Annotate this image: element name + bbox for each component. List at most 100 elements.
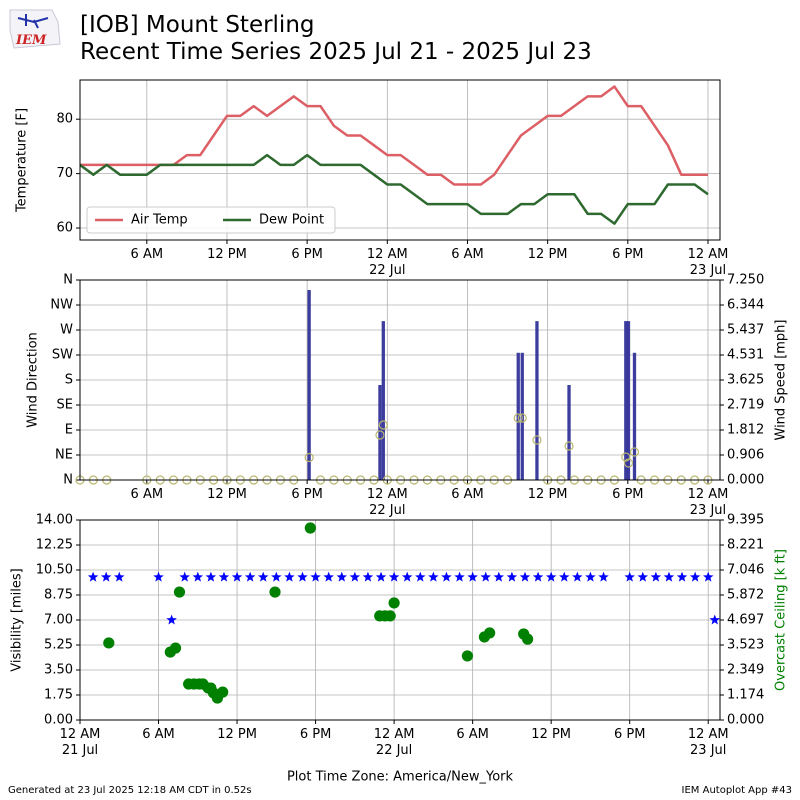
- y-tick-label: 1.75: [44, 688, 73, 703]
- x-tick-label: 12 PM: [207, 247, 247, 262]
- star-point: [480, 571, 491, 582]
- y-tick-label: 7.00: [44, 613, 73, 628]
- point: [623, 458, 634, 468]
- plot-frame: [79, 279, 721, 481]
- y-tick-label: N: [63, 273, 73, 288]
- x-tick-label: 6 AM: [131, 487, 164, 502]
- y-tick-label: 80: [56, 112, 73, 127]
- point: [484, 627, 496, 639]
- y2-axis-label: Overcast Ceiling [k ft]: [774, 549, 789, 691]
- star-point: [545, 571, 557, 582]
- y-tick-label: 0.00: [44, 713, 73, 728]
- point: [173, 586, 186, 598]
- y-tick-label: 14.00: [36, 513, 73, 528]
- y2-tick-label: 4.531: [727, 348, 764, 363]
- star-point: [663, 571, 675, 582]
- x-tick-label: 12 PM: [207, 487, 247, 502]
- star-point: [519, 571, 531, 582]
- y2-tick-label: 9.395: [727, 513, 764, 528]
- point: [217, 686, 229, 698]
- star-point: [585, 571, 596, 582]
- footer-right: IEM Autoplot App #43: [682, 785, 792, 796]
- star-point: [702, 571, 714, 582]
- star-point: [297, 571, 308, 582]
- y2-tick-label: 0.906: [727, 448, 764, 463]
- bar: [626, 321, 631, 480]
- star-point: [192, 571, 204, 582]
- y2-tick-label: 0.000: [727, 713, 764, 728]
- star-point: [349, 571, 361, 582]
- x-tick-label: 12 AM 22 Jul: [367, 487, 408, 518]
- bar: [381, 321, 385, 480]
- y-tick-label: S: [65, 373, 73, 388]
- star-point: [454, 571, 465, 582]
- point: [388, 597, 400, 609]
- y2-tick-label: 3.523: [727, 638, 764, 653]
- y-tick-label: 5.25: [44, 638, 73, 653]
- y-tick-label: N: [63, 473, 73, 488]
- plot-frame: [79, 79, 721, 241]
- star-point: [559, 571, 570, 582]
- bar: [624, 321, 628, 480]
- x-tick-label: 6 AM: [142, 727, 175, 742]
- x-tick-label: 6 PM: [614, 727, 645, 742]
- star-point: [271, 571, 282, 582]
- x-tick-label: 6 AM: [456, 727, 489, 742]
- star-point: [467, 571, 478, 582]
- star-point: [428, 571, 439, 582]
- x-tick-label: 6 PM: [300, 727, 331, 742]
- line-series: [80, 85, 708, 186]
- point: [375, 430, 385, 440]
- y-tick-label: SW: [52, 348, 73, 363]
- star-point: [205, 571, 217, 582]
- y-axis-label: Temperature [F]: [15, 108, 30, 213]
- y-axis-label: Visibility [miles]: [10, 568, 25, 671]
- star-point: [637, 571, 649, 582]
- star-point: [284, 571, 295, 582]
- y-tick-label: 10.50: [36, 563, 73, 578]
- y-tick-label: 3.50: [44, 663, 73, 678]
- star-point: [415, 571, 426, 582]
- point: [517, 413, 527, 423]
- x-tick-label: 6 AM: [131, 247, 164, 262]
- x-tick-label: 12 AM 23 Jul: [688, 487, 729, 518]
- star-point: [506, 571, 518, 582]
- x-axis-label: Plot Time Zone: America/New_York: [287, 770, 514, 785]
- y-tick-label: NE: [55, 448, 73, 463]
- star-point: [336, 571, 347, 582]
- y2-tick-label: 1.174: [727, 688, 764, 703]
- y2-tick-label: 2.719: [727, 397, 764, 412]
- point: [384, 610, 396, 622]
- star-point: [100, 571, 112, 582]
- star-point: [388, 571, 400, 582]
- point: [513, 413, 523, 423]
- star-point: [401, 571, 413, 582]
- x-tick-label: 12 PM: [217, 727, 257, 742]
- x-tick-label: 6 PM: [612, 247, 643, 262]
- star-point: [375, 571, 387, 582]
- y-tick-label: 12.25: [36, 538, 73, 553]
- star-point: [493, 571, 505, 582]
- x-tick-label: 6 AM: [451, 487, 484, 502]
- star-point: [258, 571, 269, 582]
- y2-tick-label: 7.046: [727, 563, 764, 578]
- x-tick-label: 12 AM 21 Jul: [60, 727, 101, 758]
- x-tick-label: 6 PM: [291, 487, 322, 502]
- y2-tick-label: 4.697: [727, 613, 764, 628]
- y-tick-label: 8.75: [44, 588, 73, 603]
- x-tick-label: 6 PM: [291, 247, 322, 262]
- title: [IOB] Mount Sterling: [80, 12, 315, 38]
- y-tick-label: SE: [57, 398, 73, 413]
- y-axis-label: Wind Direction: [26, 332, 41, 428]
- x-tick-label: 12 AM 23 Jul: [688, 727, 729, 758]
- series-group: [80, 85, 709, 225]
- point: [169, 642, 182, 654]
- point: [621, 452, 631, 462]
- legend-box: [86, 206, 336, 234]
- star-point: [650, 571, 662, 582]
- panel: 6 AM 12 PM 6 PM 12 AM 22 Jul 6 AM 12 PM 6 PM 12 …: [26, 273, 789, 519]
- logo-text: IEM: [15, 33, 47, 48]
- point: [269, 586, 281, 598]
